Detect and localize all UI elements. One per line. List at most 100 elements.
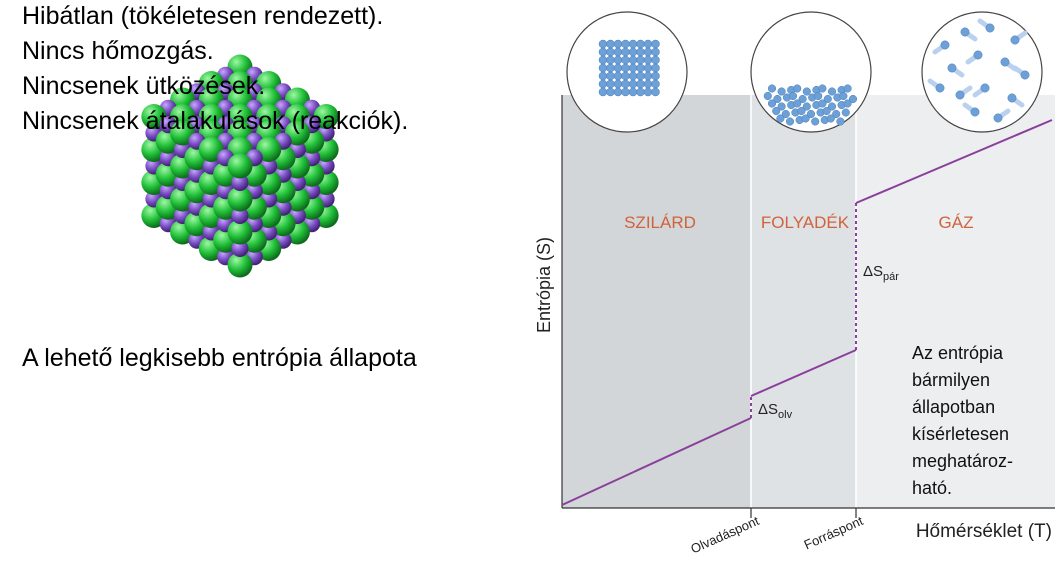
solid-particle [651, 71, 660, 81]
solid-particle [628, 87, 638, 97]
liquid-particle [802, 102, 811, 111]
solid-particle [613, 55, 623, 65]
gas-entropy-line [855, 119, 1053, 204]
solid-particle [606, 47, 615, 57]
fact-item: Nincsenek átalakulások (reakciók). [22, 107, 409, 135]
fact-item: Hibátlan (tökéletesen rendezett). [22, 2, 384, 30]
green-atom [227, 186, 253, 212]
solid-particle [643, 79, 653, 89]
liquid-particle [818, 84, 827, 93]
liquid-particles-circle [750, 11, 872, 133]
solid-particle [628, 47, 638, 57]
liquid-particle [793, 99, 802, 108]
solid-particle [643, 71, 653, 81]
solid-particle [628, 79, 638, 89]
phase-label-solid: SZILÁRD [624, 213, 696, 232]
solid-particle [598, 39, 608, 49]
gas-particle [1020, 70, 1030, 80]
solid-particle [636, 39, 645, 49]
liquid-particle [788, 91, 798, 101]
solid-particle [636, 71, 645, 81]
solid-particle [621, 71, 630, 81]
liquid-particle [814, 91, 823, 101]
solid-particle [606, 55, 615, 65]
solid-particle [628, 63, 638, 73]
solid-particle [598, 63, 608, 73]
green-atom [227, 153, 253, 179]
liquid-region [751, 95, 856, 508]
liquid-particle [827, 102, 837, 111]
x-axis-label: Hőmérséklet (T) [916, 521, 1052, 542]
liquid-particle [818, 99, 827, 108]
liquid-particle [843, 84, 852, 93]
liquid-particle [832, 109, 841, 119]
gas-particle [980, 83, 990, 93]
gas-particle [985, 23, 995, 33]
gas-particle [947, 63, 957, 73]
liquid-particle [822, 106, 831, 116]
solid-particle [636, 47, 645, 57]
note-line: kísérletesen [912, 424, 1009, 444]
liquid-particle [841, 108, 850, 117]
gas-particle [1000, 57, 1010, 67]
solid-particle [598, 79, 608, 89]
liquid-particle [763, 91, 772, 101]
solid-particle [613, 63, 623, 73]
solid-particle [621, 79, 630, 89]
solid-particle [606, 87, 615, 97]
solid-particle [643, 55, 653, 65]
solid-particle [598, 55, 608, 65]
liquid-particle [811, 117, 820, 126]
solid-particle [643, 47, 653, 57]
purple-atom [231, 174, 249, 191]
note-line: meghatároz- [912, 451, 1013, 471]
solid-particle [636, 55, 645, 65]
note-line: ható. [912, 478, 952, 498]
solid-particle [598, 71, 608, 81]
solid-particle [651, 79, 660, 89]
entropy-temperature-diagram: SZILÁRD FOLYADÉK GÁZ ΔSolv ΔSpár Entrópi… [534, 11, 1055, 556]
phase-label-liquid: FOLYADÉK [761, 213, 850, 232]
y-axis-label: Entrópia (S) [534, 237, 554, 333]
liquid-particle [785, 117, 795, 126]
gas-particle [1007, 93, 1017, 103]
green-atom [227, 219, 253, 245]
solid-particle [651, 47, 660, 57]
liquid-particle [773, 94, 782, 104]
note-line: állapotban [912, 397, 995, 417]
solid-particle [636, 63, 645, 73]
solid-region [562, 95, 751, 508]
liquid-particle [806, 109, 816, 119]
min-entropy-heading: A lehető legkisebb entrópia állapota [22, 344, 417, 372]
note-line: bármilyen [912, 370, 990, 390]
gas-particle [970, 107, 980, 117]
liquid-entropy-line [750, 349, 857, 397]
note-line: Az entrópia [912, 343, 1004, 363]
solid-particle [636, 87, 645, 97]
liquid-particle [777, 87, 786, 96]
solid-particle [621, 87, 630, 97]
gas-particle [1010, 35, 1020, 45]
solid-entropy-line [561, 417, 752, 506]
solid-particle [613, 71, 623, 81]
liquid-particle [839, 91, 848, 101]
liquid-particle [798, 94, 807, 104]
liquid-particle [826, 114, 835, 123]
solid-particle [621, 63, 630, 73]
solid-particle [606, 63, 615, 73]
liquid-particle [793, 84, 802, 93]
liquid-particle [797, 106, 806, 116]
gas-particle [993, 113, 1003, 123]
solid-particle [651, 55, 660, 65]
solid-particle [621, 47, 630, 57]
liquid-particle [781, 109, 790, 119]
liquid-particle [801, 114, 810, 123]
solid-particle [651, 87, 660, 97]
solid-particle [613, 79, 623, 89]
note-text: Az entrópia bármilyen állapotban kísérle… [912, 343, 1013, 498]
liquid-particle [848, 94, 858, 104]
liquid-particle [777, 102, 786, 111]
solid-particle [643, 63, 653, 73]
liquid-particle [827, 87, 837, 96]
delta-s-melting: ΔSolv [758, 401, 793, 421]
